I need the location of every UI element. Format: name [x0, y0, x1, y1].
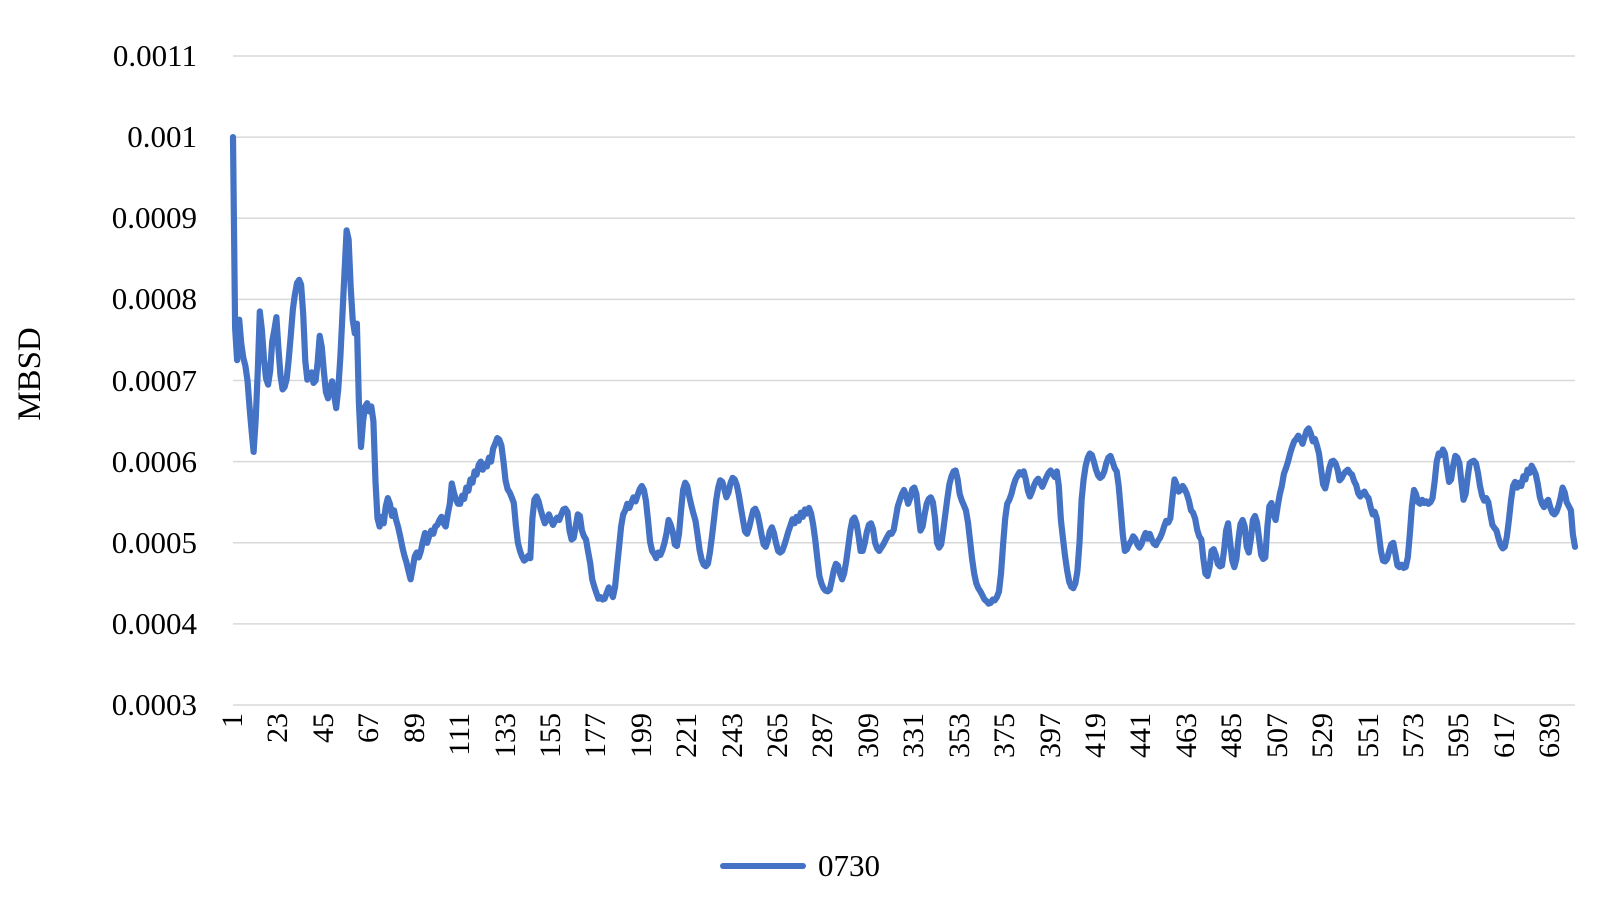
x-tick-label: 397: [1033, 713, 1067, 758]
legend: 0730: [0, 848, 1600, 884]
x-tick-label: 265: [761, 713, 795, 758]
x-tick-label: 287: [806, 713, 840, 758]
x-tick-label: 617: [1487, 713, 1521, 758]
x-tick-label: 177: [579, 713, 613, 758]
y-tick-label: 0.0007: [111, 362, 197, 398]
series-line-0730: [229, 134, 1579, 607]
x-tick-label: 529: [1306, 713, 1340, 758]
x-tick-label: 155: [533, 713, 567, 758]
legend-series-label: 0730: [818, 848, 880, 883]
y-tick-label: 0.0006: [111, 443, 197, 479]
y-tick-label: 0.0011: [112, 38, 197, 73]
x-tick-label: 595: [1442, 713, 1476, 758]
y-tick-label: 0.0008: [111, 281, 197, 317]
gridlines: [233, 55, 1575, 706]
x-tick-label: 485: [1215, 713, 1249, 758]
y-tick-label: 0.0003: [111, 687, 197, 722]
x-tick-label: 353: [942, 713, 976, 758]
x-tick-label: 419: [1079, 713, 1112, 758]
x-tick-label: 639: [1533, 713, 1567, 758]
x-tick-label: 23: [261, 713, 295, 743]
x-tick-label: 243: [715, 713, 749, 758]
x-tick-label: 507: [1260, 713, 1294, 758]
x-tick-label: 111: [443, 713, 477, 756]
x-tick-label: 89: [397, 713, 431, 743]
x-tick-label: 133: [488, 713, 522, 758]
x-tick-label: 199: [624, 713, 658, 758]
y-tick-label: 0.0004: [111, 605, 197, 641]
x-tick-label: 463: [1169, 713, 1203, 758]
x-tick-label: 375: [988, 713, 1022, 758]
x-tick-label: 1: [216, 713, 249, 728]
x-tick-label: 331: [897, 713, 931, 758]
x-tick-label: 573: [1396, 713, 1430, 758]
x-tick-label: 67: [352, 713, 386, 743]
x-tick-label: 309: [851, 713, 885, 758]
x-tick-label: 221: [670, 713, 704, 758]
y-tick-label: 0.0005: [111, 524, 197, 560]
x-tick-label: 551: [1351, 713, 1385, 758]
y-tick-label: 0.0009: [111, 200, 197, 236]
legend-line-swatch: [720, 863, 806, 869]
x-tick-label: 45: [306, 713, 340, 743]
y-axis-title: MBSD: [12, 327, 48, 421]
x-tick-label: 441: [1124, 713, 1158, 758]
y-tick-label: 0.001: [127, 119, 197, 155]
